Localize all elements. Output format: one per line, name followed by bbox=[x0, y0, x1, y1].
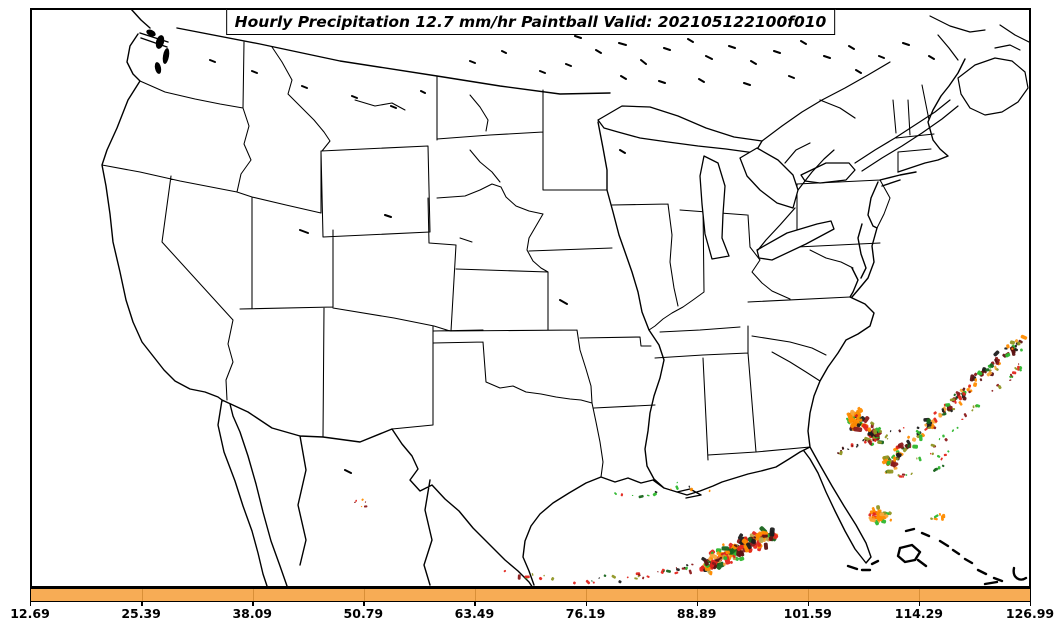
colorbar-segment-divider bbox=[919, 589, 920, 601]
colorbar-tick bbox=[30, 602, 32, 606]
colorbar-tick-label: 88.89 bbox=[676, 606, 717, 621]
lake-huron bbox=[739, 147, 799, 209]
lake-superior bbox=[597, 105, 763, 154]
colorbar-tick bbox=[474, 602, 476, 606]
colorbar-segment-divider bbox=[475, 589, 476, 601]
lake-ontario bbox=[800, 162, 856, 184]
colorbar-tick-label: 38.09 bbox=[232, 606, 272, 621]
bahamas-cuba-islands bbox=[846, 527, 1028, 586]
colorbar-segment-divider bbox=[364, 589, 365, 601]
colorbar-tick bbox=[585, 602, 587, 606]
map-title-box: Hourly Precipitation 12.7 mm/hr Paintbal… bbox=[225, 9, 836, 35]
puget-islets bbox=[146, 29, 170, 74]
colorbar-tick-label: 126.99 bbox=[1005, 606, 1055, 621]
colorbar-tick-label: 63.49 bbox=[454, 606, 495, 621]
colorbar-tick bbox=[696, 602, 699, 606]
colorbar-segment-divider bbox=[253, 589, 254, 601]
great-lakes bbox=[597, 105, 856, 261]
canada-outlines bbox=[757, 15, 1030, 251]
colorbar-tick bbox=[363, 602, 365, 606]
colorbar-tick bbox=[807, 602, 810, 606]
colorbar-segment-divider bbox=[808, 589, 809, 601]
map-title: Hourly Precipitation 12.7 mm/hr Paintbal… bbox=[234, 13, 827, 31]
lake-michigan bbox=[699, 155, 730, 260]
colorbar-segment-divider bbox=[142, 589, 143, 601]
state-borders bbox=[101, 41, 935, 478]
lake-erie bbox=[756, 220, 835, 261]
colorbar-tick-label: 12.69 bbox=[10, 606, 50, 621]
colorbar-tick bbox=[918, 602, 921, 606]
colorbar-tick bbox=[141, 602, 143, 606]
colorbar-tick-label: 25.39 bbox=[121, 606, 161, 621]
colorbar-tick-label: 101.59 bbox=[783, 606, 832, 621]
us-basemap bbox=[30, 8, 1031, 588]
coastlines bbox=[101, 8, 966, 588]
small-lakes bbox=[209, 35, 935, 474]
colorbar-tick bbox=[252, 602, 254, 606]
colorbar-tick-label: 50.79 bbox=[343, 606, 384, 621]
map-axes: Hourly Precipitation 12.7 mm/hr Paintbal… bbox=[30, 8, 1031, 588]
colorbar-tick-label: 76.19 bbox=[565, 606, 606, 621]
paintball-splotches bbox=[353, 334, 1028, 585]
colorbar-tick-label: 114.29 bbox=[894, 606, 943, 621]
colorbar-segment-divider bbox=[697, 589, 698, 601]
colorbar-tick bbox=[1030, 602, 1032, 606]
colorbar-segment-divider bbox=[586, 589, 587, 601]
colorbar bbox=[30, 588, 1031, 602]
